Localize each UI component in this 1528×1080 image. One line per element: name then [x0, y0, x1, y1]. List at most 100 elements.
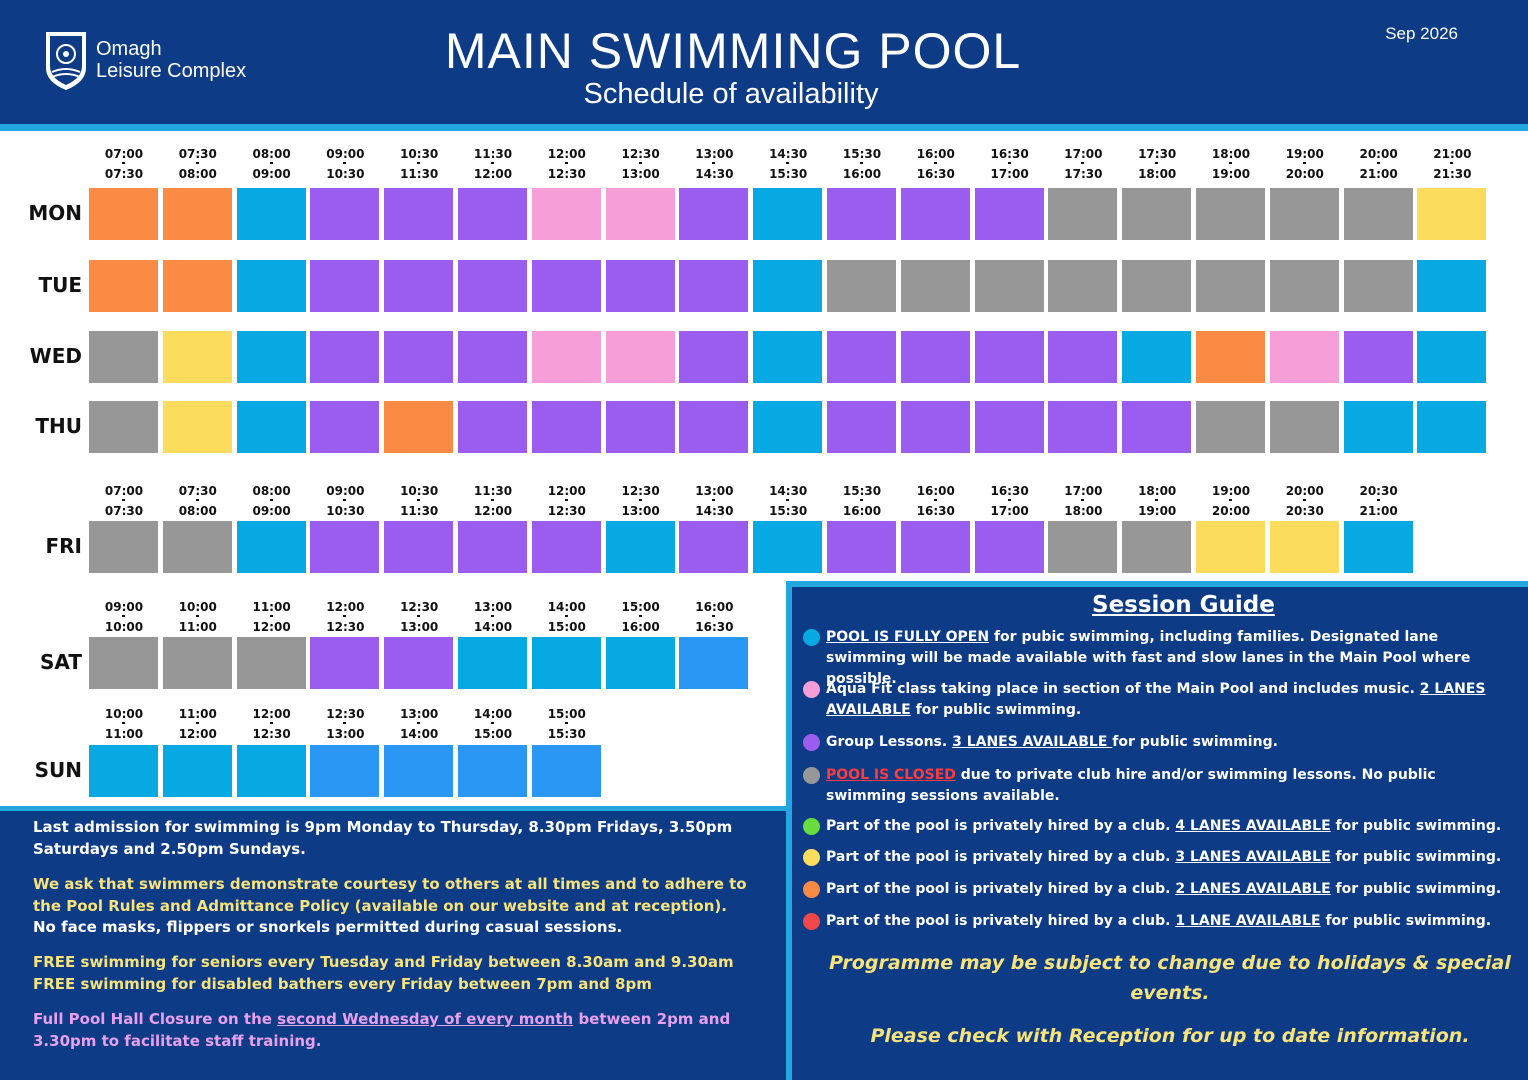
- session-cell-tue: [827, 260, 896, 312]
- legend-dot-icon: [803, 849, 820, 866]
- session-cell-thu: [310, 401, 380, 453]
- legend-dot-icon: [803, 681, 820, 698]
- session-cell-fri: [384, 521, 454, 573]
- schedule-date: Sep 2026: [1385, 24, 1458, 43]
- session-cell-tue: [384, 260, 454, 312]
- session-guide-text: Part of the pool is privately hired by a…: [826, 818, 1502, 834]
- session-cell-fri: [310, 521, 380, 573]
- session-cell-fri: [1343, 521, 1413, 573]
- session-cell-fri: [531, 521, 601, 573]
- session-cell-wed: [974, 331, 1044, 383]
- time-slot-label: 10:30 11:30: [400, 147, 439, 181]
- legend-dot-icon: [803, 913, 820, 930]
- time-slot-label: 11:30 12:00: [473, 484, 513, 518]
- time-slot-label: 14:00 15:00: [473, 707, 513, 741]
- time-slot-label: 07:00 07:30: [104, 484, 144, 518]
- session-cell-thu: [89, 401, 158, 453]
- time-slot-label: 10:00 11:00: [178, 600, 217, 634]
- session-cell-mon: [900, 188, 970, 240]
- session-cell-sat: [89, 637, 158, 689]
- session-cell-fri: [1122, 521, 1192, 573]
- legend-dot-icon: [803, 881, 820, 898]
- session-cell-sat: [310, 637, 380, 689]
- time-slot-label: 09:00 10:30: [326, 147, 365, 181]
- session-cell-tue: [1343, 260, 1413, 312]
- time-slot-label: 07:30 08:00: [178, 484, 217, 518]
- session-cell-sun: [310, 745, 380, 797]
- session-cell-sun: [531, 745, 601, 797]
- session-cell-wed: [900, 331, 970, 383]
- session-cell-wed: [162, 331, 232, 383]
- session-cell-sat: [605, 637, 675, 689]
- day-label-thu: THU: [35, 414, 82, 438]
- session-cell-fri: [974, 521, 1044, 573]
- time-slot-label: 09:00 10:00: [104, 600, 144, 634]
- time-slot-label: 19:00 20:00: [1211, 484, 1251, 518]
- session-cell-tue: [310, 260, 380, 312]
- session-cell-mon: [1269, 188, 1339, 240]
- session-cell-mon: [310, 188, 380, 240]
- time-slot-label: 14:00 15:00: [547, 600, 586, 634]
- day-label-tue: TUE: [38, 273, 82, 297]
- session-cell-thu: [679, 401, 749, 453]
- session-cell-sun: [162, 745, 232, 797]
- session-cell-fri: [236, 521, 306, 573]
- closure-note-highlight: second Wednesday of every month: [277, 1010, 574, 1028]
- free-seniors-note: FREE swimming for seniors every Tuesday …: [33, 953, 734, 971]
- time-slot-label: 12:30 13:00: [621, 147, 660, 181]
- session-cell-fri: [679, 521, 749, 573]
- session-cell-sun: [458, 745, 527, 797]
- session-guide-item: Part of the pool is privately hired by a…: [803, 879, 1513, 900]
- session-cell-tue: [1269, 260, 1339, 312]
- notes-panel-stripe: [0, 806, 786, 811]
- session-cell-thu: [827, 401, 896, 453]
- session-guide-item: Part of the pool is privately hired by a…: [803, 911, 1513, 932]
- time-slot-label: 17:00 17:30: [1064, 147, 1103, 181]
- time-slot-label: 11:00 12:00: [252, 600, 291, 634]
- session-cell-fri: [162, 521, 232, 573]
- time-slot-label: 20:30 21:00: [1359, 484, 1398, 518]
- time-slot-label: 15:30 16:00: [842, 484, 882, 518]
- session-cell-wed: [605, 331, 675, 383]
- time-slot-label: 18:00 19:00: [1211, 147, 1251, 181]
- session-cell-wed: [384, 331, 454, 383]
- session-cell-mon: [1196, 188, 1265, 240]
- admission-note: Last admission for swimming is 9pm Monda…: [33, 818, 733, 858]
- session-cell-wed: [1122, 331, 1192, 383]
- session-cell-tue: [458, 260, 527, 312]
- session-guide-title: Session Guide: [1092, 592, 1275, 618]
- session-guide-item: Aqua Fit class taking place in section o…: [803, 679, 1513, 721]
- time-slot-label: 14:30 15:30: [769, 147, 808, 181]
- session-cell-sat: [384, 637, 454, 689]
- session-cell-tue: [531, 260, 601, 312]
- time-slot-label: 10:00 11:00: [104, 707, 144, 741]
- time-slot-label: 17:00 18:00: [1064, 484, 1103, 518]
- logo-line-2: Leisure Complex: [96, 60, 247, 82]
- time-slot-label: 11:30 12:00: [473, 147, 513, 181]
- courtesy-note: We ask that swimmers demonstrate courtes…: [33, 875, 747, 915]
- closure-note-pre: Full Pool Hall Closure on the: [33, 1010, 278, 1028]
- day-label-fri: FRI: [45, 534, 82, 558]
- session-cell-wed: [753, 331, 823, 383]
- day-label-wed: WED: [29, 344, 82, 368]
- session-cell-tue: [753, 260, 823, 312]
- time-slot-label: 21:00 21:30: [1433, 147, 1472, 181]
- time-slot-label: 20:00 21:00: [1359, 147, 1398, 181]
- session-guide-text: POOL IS CLOSED due to private club hire …: [826, 767, 1436, 804]
- session-cell-mon: [384, 188, 454, 240]
- session-cell-wed: [458, 331, 527, 383]
- session-cell-wed: [827, 331, 896, 383]
- session-cell-tue: [89, 260, 158, 312]
- time-slot-label: 15:30 16:00: [842, 147, 882, 181]
- session-cell-wed: [89, 331, 158, 383]
- notes-panel: [0, 806, 786, 1080]
- time-slot-label: 13:00 14:00: [400, 707, 439, 741]
- session-cell-thu: [974, 401, 1044, 453]
- session-cell-sat: [236, 637, 306, 689]
- session-cell-mon: [679, 188, 749, 240]
- no-masks-note: No face masks, flippers or snorkels perm…: [33, 918, 623, 936]
- session-cell-fri: [89, 521, 158, 573]
- session-cell-fri: [1269, 521, 1339, 573]
- session-cell-thu: [384, 401, 454, 453]
- session-cell-fri: [458, 521, 527, 573]
